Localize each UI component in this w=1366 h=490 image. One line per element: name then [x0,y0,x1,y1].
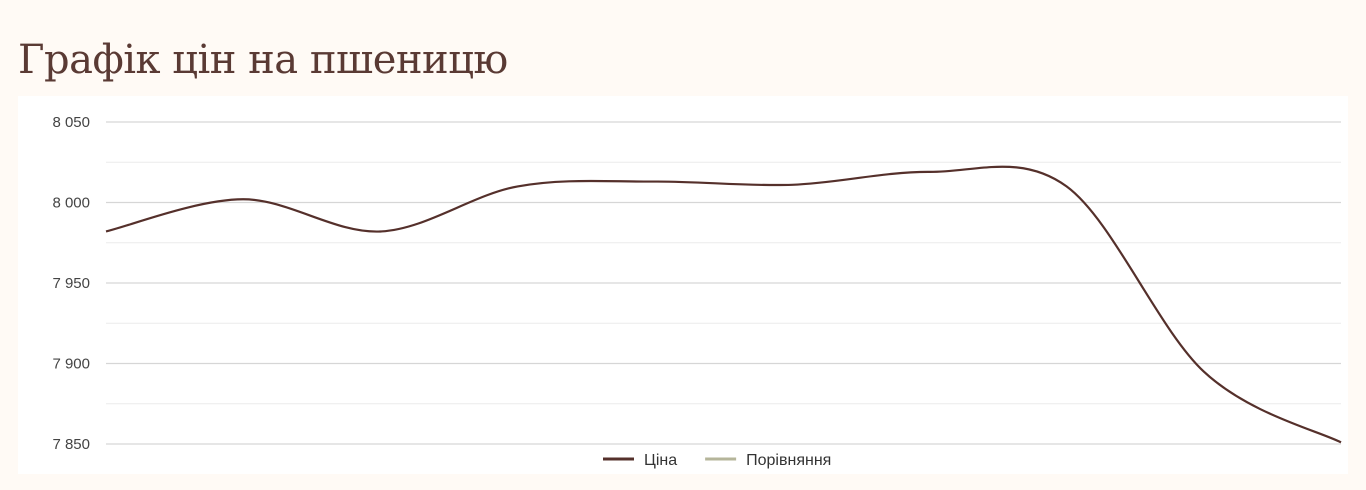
chart-grid [106,121,1341,445]
legend-item-1[interactable]: Порівняння [705,452,831,469]
y-tick-label: 7 950 [52,275,90,292]
y-axis-ticks: 8 050 8 000 7 950 7 900 7 850 [52,114,90,453]
chart-legend[interactable]: Ціна Порівняння [603,452,831,469]
price-chart-svg: 8 050 8 000 7 950 7 900 7 850 Ціна Порівняння [52,114,1342,469]
y-tick-label: 7 900 [52,356,90,373]
series-lines [105,165,1342,444]
price-chart: 8 050 8 000 7 950 7 900 7 850 Ціна Порівняння [18,96,1348,474]
page-title: Графік цін на пшеницю [18,37,508,83]
y-tick-label: 7 850 [52,436,90,453]
series-line-0[interactable] [105,165,1342,444]
y-tick-label: 8 000 [52,195,90,212]
legend-item-0[interactable]: Ціна [603,452,677,469]
legend-label: Ціна [644,452,677,469]
legend-label: Порівняння [746,452,831,469]
y-tick-label: 8 050 [52,114,90,131]
